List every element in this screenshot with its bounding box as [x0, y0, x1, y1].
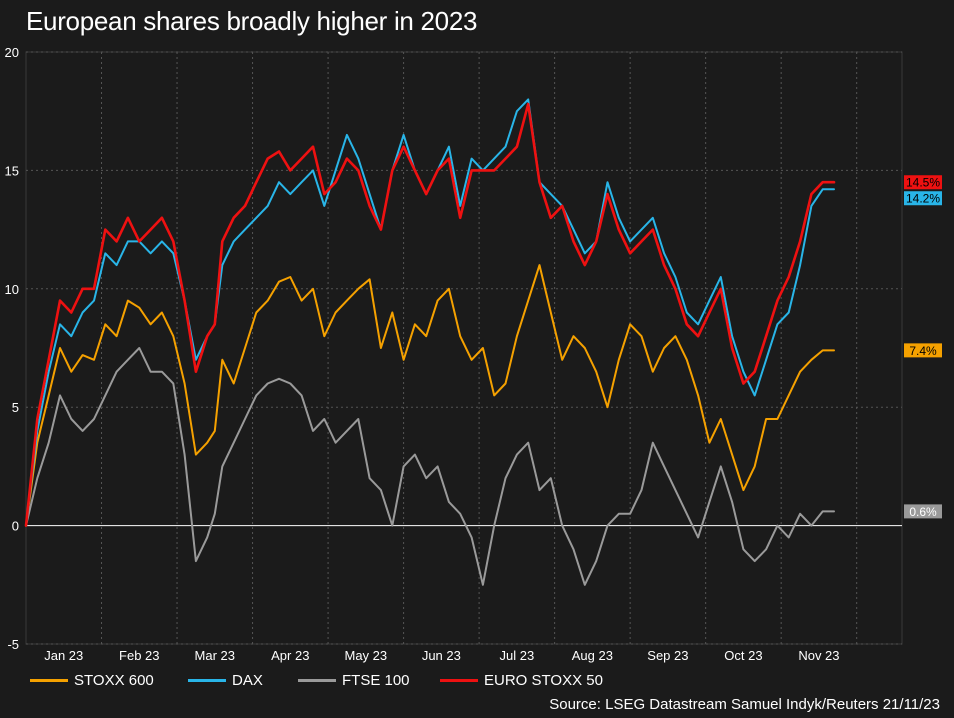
end-label-text: 14.5%	[906, 176, 940, 190]
y-tick-label: 10	[5, 282, 19, 297]
x-tick-label: Feb 23	[119, 648, 159, 663]
end-label-stoxx-600: 7.4%	[904, 343, 942, 358]
legend-label-stoxx600: STOXX 600	[74, 672, 154, 689]
end-label-dax: 14.2%	[904, 191, 942, 206]
end-label-ftse-100: 0.6%	[904, 504, 942, 519]
x-tick-label: Oct 23	[724, 648, 762, 663]
legend-item-stoxx600[interactable]: STOXX 600	[30, 672, 154, 689]
legend: STOXX 600 DAX FTSE 100 EURO STOXX 50	[0, 672, 954, 696]
legend-swatch-dax	[188, 679, 226, 682]
grid-layer	[25, 51, 903, 645]
series-layer	[24, 98, 836, 586]
end-label-box	[904, 343, 942, 358]
series-line-euro-stoxx-50	[24, 102, 836, 527]
legend-swatch-stoxx600	[30, 679, 68, 682]
x-tick-label: Apr 23	[271, 648, 309, 663]
end-label-box	[904, 175, 942, 190]
legend-swatch-ftse100	[298, 679, 336, 682]
x-tick-label: Nov 23	[798, 648, 839, 663]
y-tick-label: 5	[12, 400, 19, 415]
y-tick-label: 20	[5, 45, 19, 60]
x-tick-label: Aug 23	[572, 648, 613, 663]
axis-layer: 20 15 10 5 0 -5 Jan 23 Feb 23 Mar 23 Apr 23 May 23…	[5, 45, 840, 663]
legend-swatch-eurostoxx50	[440, 679, 478, 682]
end-label-text: 14.2%	[906, 192, 940, 206]
x-tick-label: Jan 23	[44, 648, 83, 663]
end-label-layer: 14.5% 14.2% 7.4% 0.6%	[904, 175, 942, 519]
x-tick-label: Mar 23	[195, 648, 235, 663]
x-tick-label: May 23	[345, 648, 388, 663]
end-label-euro-stoxx-50: 14.5%	[904, 175, 942, 190]
end-label-box	[904, 191, 942, 206]
series-line-ftse-100	[25, 347, 835, 586]
legend-item-eurostoxx50[interactable]: EURO STOXX 50	[440, 672, 603, 689]
x-tick-label: Sep 23	[647, 648, 688, 663]
plot-frame	[25, 51, 903, 645]
legend-label-dax: DAX	[232, 672, 263, 689]
end-label-box	[904, 504, 942, 519]
series-line-stoxx-600	[25, 264, 835, 527]
x-tick-label: Jun 23	[422, 648, 461, 663]
chart-title: European shares broadly higher in 2023	[26, 6, 478, 36]
legend-label-eurostoxx50: EURO STOXX 50	[484, 672, 603, 689]
series-line-dax	[25, 98, 835, 527]
legend-item-ftse100[interactable]: FTSE 100	[298, 672, 410, 689]
x-tick-label: Jul 23	[500, 648, 535, 663]
y-tick-label: 15	[5, 163, 19, 178]
legend-label-ftse100: FTSE 100	[342, 672, 410, 689]
chart-plot: 20 15 10 5 0 -5 Jan 23 Feb 23 Mar 23 Apr 23 May 23…	[5, 45, 942, 663]
legend-item-dax[interactable]: DAX	[188, 672, 263, 689]
y-tick-label: -5	[7, 637, 19, 652]
end-label-text: 7.4%	[909, 344, 937, 358]
source-note: Source: LSEG Datastream Samuel Indyk/Reu…	[549, 696, 940, 713]
y-tick-label: 0	[12, 519, 19, 534]
end-label-text: 0.6%	[909, 505, 937, 519]
